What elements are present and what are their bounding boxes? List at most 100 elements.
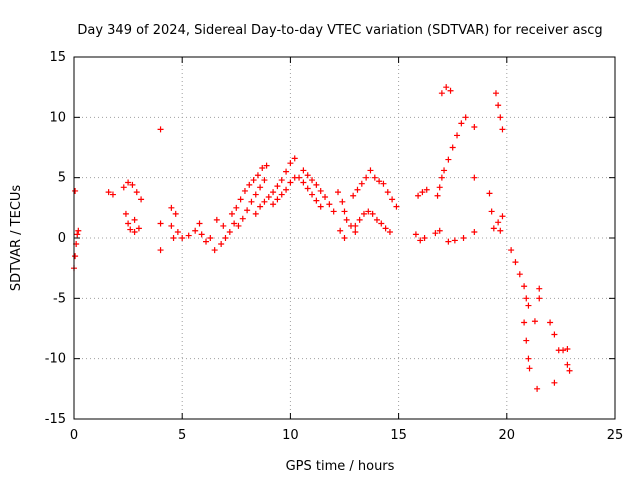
y-tick-label: 15 — [49, 50, 66, 65]
data-point — [352, 222, 359, 229]
data-point — [157, 126, 164, 133]
data-point — [207, 235, 214, 241]
data-point — [274, 196, 281, 203]
data-point — [257, 203, 264, 210]
data-point — [449, 144, 456, 151]
data-point — [270, 189, 277, 196]
data-point — [274, 183, 281, 190]
data-point — [263, 162, 270, 169]
data-point — [508, 247, 515, 254]
data-point — [278, 191, 285, 198]
data-point — [228, 210, 235, 217]
data-point — [168, 204, 175, 211]
data-point — [358, 180, 365, 187]
data-point — [196, 220, 203, 227]
data-point — [239, 215, 246, 222]
data-point — [109, 191, 116, 198]
y-axis-label: SDTVAR / TECUs — [9, 185, 24, 292]
data-point — [363, 174, 370, 181]
data-point — [252, 210, 259, 217]
data-point — [441, 167, 448, 174]
plot-frame — [73, 56, 616, 420]
data-point — [434, 192, 441, 199]
data-point — [287, 160, 294, 167]
data-point — [337, 227, 344, 234]
data-point — [386, 228, 393, 235]
data-point — [129, 181, 136, 188]
data-point — [436, 184, 443, 191]
data-point — [495, 102, 502, 109]
data-point — [521, 283, 528, 290]
data-point — [551, 331, 558, 338]
data-point — [499, 126, 506, 133]
y-tick-label: -15 — [45, 412, 66, 427]
data-point — [72, 187, 79, 194]
data-point — [125, 179, 132, 186]
data-point — [423, 186, 430, 193]
data-point — [497, 227, 504, 234]
y-tick-label: -10 — [45, 352, 66, 367]
data-point — [393, 203, 400, 210]
x-tick-label: 10 — [282, 428, 299, 443]
x-tick-label: 5 — [178, 428, 186, 443]
y-tick-label: 5 — [58, 171, 66, 186]
data-point — [521, 319, 528, 326]
data-point — [526, 365, 533, 372]
x-tick-label: 25 — [607, 428, 624, 443]
data-point — [499, 213, 506, 220]
data-point — [127, 226, 134, 233]
data-point — [213, 216, 220, 223]
data-point — [360, 210, 367, 217]
data-point — [458, 120, 465, 127]
data-point — [244, 207, 251, 214]
data-point — [352, 228, 359, 235]
data-point — [516, 271, 523, 278]
data-point — [174, 228, 181, 235]
data-point — [343, 216, 350, 223]
data-point — [356, 216, 363, 223]
y-tick-label: -5 — [53, 291, 66, 306]
data-point — [261, 177, 268, 184]
data-point — [341, 208, 348, 215]
data-point — [454, 132, 461, 139]
data-point — [490, 225, 497, 232]
data-point — [451, 237, 458, 244]
data-point — [373, 216, 380, 223]
data-point — [367, 167, 374, 174]
data-point — [120, 184, 127, 191]
data-point — [512, 259, 519, 266]
data-point — [72, 253, 79, 260]
data-point — [203, 238, 210, 245]
data-point — [248, 198, 255, 205]
data-point — [283, 168, 290, 175]
data-point — [313, 181, 320, 188]
data-point — [222, 235, 229, 241]
data-point — [326, 201, 333, 208]
data-point — [335, 189, 342, 196]
data-point — [547, 319, 554, 326]
data-point — [376, 178, 383, 185]
data-point — [371, 174, 378, 181]
data-point — [417, 237, 424, 244]
data-point — [233, 204, 240, 211]
data-point — [309, 191, 316, 198]
data-point — [218, 241, 225, 248]
data-point — [270, 201, 277, 208]
data-point — [492, 90, 499, 97]
data-point — [317, 203, 324, 210]
axis-ticks: 0 5 10 15 20 25 -15 -10 -5 0 5 10 15 — [45, 50, 624, 443]
data-point — [74, 231, 81, 238]
data-point — [330, 208, 337, 215]
data-point — [412, 231, 419, 238]
data-point — [564, 361, 571, 368]
data-point — [157, 220, 164, 227]
data-point — [131, 216, 138, 223]
data-point — [235, 222, 242, 229]
x-axis-label: GPS time / hours — [286, 459, 395, 474]
data-point — [436, 227, 443, 234]
data-point — [241, 187, 248, 194]
data-point — [296, 174, 303, 181]
data-point — [354, 186, 361, 193]
data-point — [534, 385, 541, 392]
x-tick-label: 0 — [70, 428, 78, 443]
